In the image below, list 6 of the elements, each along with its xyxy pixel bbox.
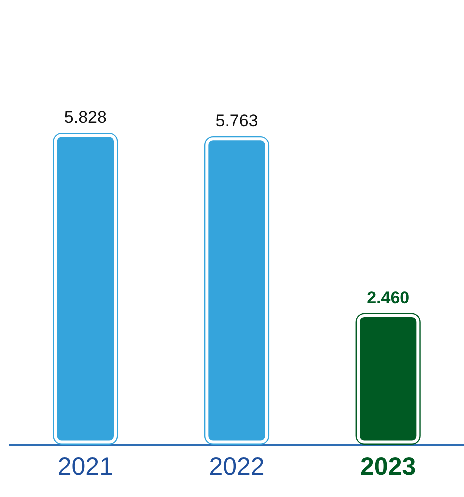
data-label: 5.828 [64, 108, 107, 128]
x-tick-label: 2022 [209, 452, 265, 481]
x-tick-label: 2023 [360, 452, 416, 481]
x-tick-label: 2021 [58, 452, 114, 481]
data-label: 5.763 [216, 112, 258, 131]
data-label: 2.460 [367, 288, 410, 308]
